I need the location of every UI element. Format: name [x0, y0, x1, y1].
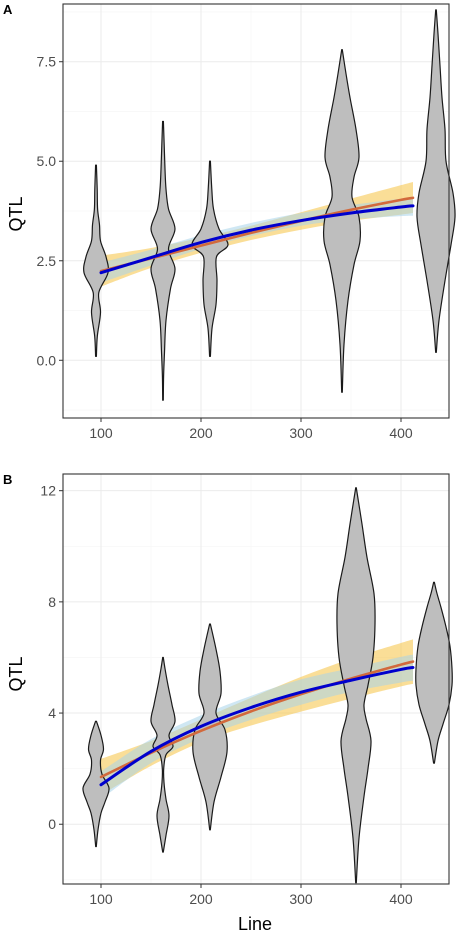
panel-b-y-tick-label: 0 — [48, 816, 56, 832]
panel-b-axes: 100 200 300 400 0 4 8 12 — [40, 473, 450, 907]
panel-b: B QTL Line 100 200 300 400 0 4 8 12 — [3, 472, 453, 934]
panel-a-fit-line-0 — [99, 204, 415, 275]
panel-b-x-tick-label: 300 — [289, 891, 313, 907]
panel-b-violin-1 — [150, 656, 176, 853]
panel-b-x-tick-label: 200 — [189, 891, 213, 907]
panel-a-y-tick-label: 5.0 — [37, 153, 57, 169]
panel-a-x-tick-label: 400 — [389, 425, 413, 441]
panel-b-plot-frame — [62, 473, 450, 885]
panel-a-y-tick-label: 2.5 — [37, 253, 57, 269]
panel-b-x-axis-title: Line — [238, 914, 272, 934]
panel-a-fit-lines — [99, 196, 415, 275]
panel-a-x-tick-label: 300 — [289, 425, 313, 441]
panel-a-confidence-bands — [101, 181, 413, 287]
panel-a-violin-4 — [416, 9, 456, 353]
panel-a-violin-0 — [83, 164, 109, 357]
panel-b-confidence-bands — [101, 639, 413, 800]
panel-b-violin-4 — [415, 581, 453, 764]
panel-a-y-axis-title: QTL — [6, 196, 26, 231]
panel-a-grid — [63, 4, 449, 418]
panel-a-violin-3 — [323, 49, 361, 393]
panel-b-violin-0 — [82, 720, 110, 848]
panel-a: A QTL 100 200 300 400 0.0 2.5 5.0 7.5 — [3, 2, 456, 441]
panel-a-violins — [83, 9, 456, 401]
panel-b-x-tick-label: 100 — [89, 891, 113, 907]
panel-b-letter: B — [3, 472, 12, 487]
panel-b-violin-3 — [336, 487, 376, 884]
panel-b-y-axis-title: QTL — [6, 656, 26, 691]
panel-a-y-tick-label: 7.5 — [37, 54, 57, 70]
panel-b-fit-line-1 — [99, 660, 415, 779]
panel-b-y-tick-label: 12 — [40, 483, 56, 499]
panel-a-letter: A — [3, 2, 13, 17]
panel-b-y-tick-label: 8 — [48, 594, 56, 610]
panel-b-fit-lines — [99, 660, 415, 787]
panel-a-axes: 100 200 300 400 0.0 2.5 5.0 7.5 — [37, 3, 450, 441]
panel-a-x-tick-label: 200 — [189, 425, 213, 441]
panel-a-violin-2 — [191, 160, 229, 357]
panel-b-fit-line-0 — [99, 665, 415, 787]
panel-b-x-tick-label: 400 — [389, 891, 413, 907]
panel-b-y-tick-label: 4 — [48, 705, 56, 721]
panel-a-violin-1 — [150, 120, 176, 401]
panel-a-y-tick-label: 0.0 — [37, 352, 57, 368]
panel-a-x-tick-label: 100 — [89, 425, 113, 441]
panel-a-plot-frame — [62, 3, 450, 419]
panel-b-confidence-band-2 — [101, 654, 413, 800]
